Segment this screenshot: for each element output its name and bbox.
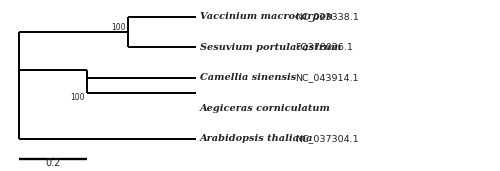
Text: Sesuvium portulacastrum: Sesuvium portulacastrum bbox=[200, 43, 341, 52]
Text: 100: 100 bbox=[111, 23, 126, 32]
Text: 0.2: 0.2 bbox=[45, 158, 60, 168]
Text: NC_023338.1: NC_023338.1 bbox=[295, 12, 358, 21]
Text: Vaccinium macrocarpon: Vaccinium macrocarpon bbox=[200, 12, 332, 21]
Text: NC_043914.1: NC_043914.1 bbox=[295, 73, 358, 82]
Text: FQ378026.1: FQ378026.1 bbox=[295, 43, 353, 52]
Text: Camellia sinensis: Camellia sinensis bbox=[200, 73, 296, 82]
Text: NC_037304.1: NC_037304.1 bbox=[295, 134, 358, 143]
Text: 100: 100 bbox=[70, 93, 84, 102]
Text: Aegiceras corniculatum: Aegiceras corniculatum bbox=[200, 104, 330, 113]
Text: Arabidopsis thaliana: Arabidopsis thaliana bbox=[200, 134, 313, 143]
